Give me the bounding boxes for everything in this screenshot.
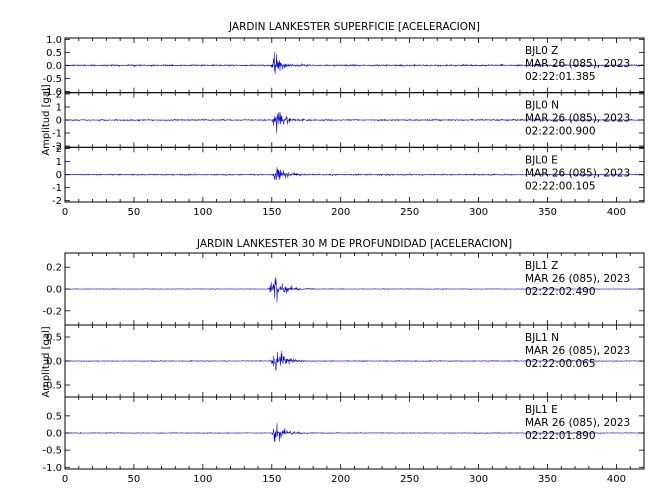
- x-tick-label: 250: [400, 474, 419, 485]
- y-tick-label: 0.0: [46, 357, 62, 368]
- x-tick-label: 50: [128, 207, 141, 218]
- station-component-label: BJL1 E: [525, 404, 558, 416]
- y-tick-label: 1: [56, 157, 62, 168]
- date-label: MAR 26 (085), 2023: [525, 417, 630, 429]
- y-tick-label: -0.2: [42, 306, 62, 317]
- station-component-label: BJL1 N: [525, 332, 559, 344]
- y-tick-label: 0.0: [46, 285, 62, 296]
- y-tick-label: -0.5: [42, 74, 62, 85]
- x-tick-label: 400: [607, 207, 626, 218]
- x-tick-label: 250: [400, 207, 419, 218]
- x-tick-label: 100: [193, 207, 212, 218]
- x-tick-label: 200: [331, 474, 350, 485]
- y-tick-label: 0.2: [46, 263, 62, 274]
- y-axis-label: Amplitud [gal]: [41, 326, 52, 397]
- y-tick-label: -1.0: [42, 87, 62, 98]
- waveform-trace: [64, 350, 645, 371]
- waveform-trace: [64, 111, 645, 134]
- y-tick-label: -2: [52, 142, 62, 153]
- chart-panel-2: JARDIN LANKESTER 30 M DE PROFUNDIDAD [AC…: [41, 238, 645, 485]
- y-tick-label: -0.5: [42, 446, 62, 457]
- x-tick-label: 300: [469, 207, 488, 218]
- y-tick-label: 0.0: [46, 61, 62, 72]
- chart-title: JARDIN LANKESTER 30 M DE PROFUNDIDAD [AC…: [196, 238, 512, 250]
- date-label: MAR 26 (085), 2023: [525, 167, 630, 179]
- x-tick-label: 0: [62, 207, 68, 218]
- date-label: MAR 26 (085), 2023: [525, 273, 630, 285]
- station-component-label: BJL0 E: [525, 154, 558, 166]
- x-tick-label: 400: [607, 474, 626, 485]
- waveform-trace: [64, 277, 645, 303]
- x-tick-label: 350: [538, 207, 557, 218]
- y-tick-label: 1: [56, 102, 62, 113]
- date-label: MAR 26 (085), 2023: [525, 345, 630, 357]
- station-component-label: BJL1 Z: [525, 260, 558, 272]
- y-tick-label: 0.5: [46, 333, 62, 344]
- y-tick-label: -1: [52, 129, 62, 140]
- date-label: MAR 26 (085), 2023: [525, 58, 630, 70]
- x-tick-label: 0: [62, 474, 68, 485]
- y-tick-label: -1.0: [42, 463, 62, 474]
- y-tick-label: -2: [52, 196, 62, 207]
- x-tick-label: 100: [193, 474, 212, 485]
- y-tick-label: 2: [56, 144, 62, 155]
- time-label: 02:22:01.890: [525, 430, 596, 442]
- time-label: 02:22:01.385: [525, 71, 596, 83]
- date-label: MAR 26 (085), 2023: [525, 113, 630, 125]
- x-tick-label: 50: [128, 474, 141, 485]
- x-tick-label: 200: [331, 207, 350, 218]
- station-component-label: BJL0 N: [525, 100, 559, 112]
- y-tick-label: -0.5: [42, 381, 62, 392]
- waveform-trace: [64, 422, 645, 442]
- time-label: 02:22:00.105: [525, 180, 596, 192]
- y-tick-label: 1.0: [46, 35, 62, 46]
- y-tick-label: 0.0: [46, 429, 62, 440]
- y-tick-label: 2: [56, 89, 62, 100]
- y-tick-label: 0: [56, 116, 62, 127]
- y-tick-label: 0.5: [46, 48, 62, 59]
- waveform-trace: [64, 167, 645, 181]
- time-label: 02:22:02.490: [525, 286, 596, 298]
- y-axis-label: Amplitud [gal]: [41, 84, 52, 155]
- chart-panel-1: JARDIN LANKESTER SUPERFICIE [ACELERACION…: [41, 21, 645, 218]
- x-tick-label: 150: [262, 207, 281, 218]
- time-label: 02:22:00.900: [525, 126, 596, 138]
- x-tick-label: 300: [469, 474, 488, 485]
- chart-title: JARDIN LANKESTER SUPERFICIE [ACELERACION…: [228, 21, 480, 33]
- time-label: 02:22:00.065: [525, 358, 596, 370]
- station-component-label: BJL0 Z: [525, 45, 558, 57]
- y-tick-label: -1: [52, 183, 62, 194]
- x-tick-label: 350: [538, 474, 557, 485]
- y-tick-label: 0: [56, 170, 62, 181]
- y-tick-label: 0.5: [46, 411, 62, 422]
- x-tick-label: 150: [262, 474, 281, 485]
- waveform-trace: [64, 52, 645, 74]
